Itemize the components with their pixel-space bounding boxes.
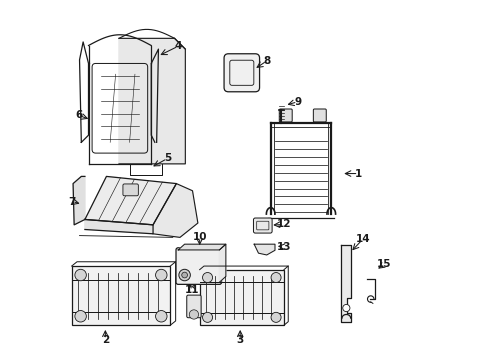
Polygon shape xyxy=(119,39,185,164)
Circle shape xyxy=(155,311,167,322)
Circle shape xyxy=(155,269,167,281)
FancyBboxPatch shape xyxy=(186,295,201,318)
FancyBboxPatch shape xyxy=(176,248,221,284)
Polygon shape xyxy=(85,176,176,225)
Text: 1: 1 xyxy=(354,168,362,179)
Circle shape xyxy=(189,310,198,319)
Circle shape xyxy=(202,312,212,322)
Text: 4: 4 xyxy=(174,41,182,51)
Text: 9: 9 xyxy=(293,97,301,107)
Text: 3: 3 xyxy=(236,335,244,345)
Text: 2: 2 xyxy=(102,334,109,345)
Text: 10: 10 xyxy=(192,232,206,242)
Text: 13: 13 xyxy=(276,242,290,252)
Text: 15: 15 xyxy=(376,259,391,269)
Circle shape xyxy=(202,273,212,283)
Text: 7: 7 xyxy=(68,197,76,207)
Polygon shape xyxy=(153,184,198,237)
Polygon shape xyxy=(219,244,225,282)
Circle shape xyxy=(342,305,349,312)
Polygon shape xyxy=(254,244,274,255)
Polygon shape xyxy=(341,244,351,321)
Circle shape xyxy=(270,312,281,322)
FancyBboxPatch shape xyxy=(313,109,325,122)
Text: 5: 5 xyxy=(163,153,171,163)
Text: 12: 12 xyxy=(276,220,290,229)
FancyBboxPatch shape xyxy=(279,109,292,122)
FancyBboxPatch shape xyxy=(122,184,138,196)
Text: 6: 6 xyxy=(75,111,82,121)
Text: 11: 11 xyxy=(185,285,199,296)
Polygon shape xyxy=(85,220,153,234)
Circle shape xyxy=(75,311,86,322)
Circle shape xyxy=(182,272,187,278)
FancyBboxPatch shape xyxy=(224,54,259,92)
Circle shape xyxy=(270,273,281,283)
Text: 8: 8 xyxy=(263,56,270,66)
Polygon shape xyxy=(73,176,85,225)
Circle shape xyxy=(75,269,86,281)
Text: 14: 14 xyxy=(355,234,369,244)
Polygon shape xyxy=(178,244,225,250)
FancyBboxPatch shape xyxy=(72,266,170,325)
FancyBboxPatch shape xyxy=(199,270,284,325)
Circle shape xyxy=(179,269,190,281)
FancyBboxPatch shape xyxy=(253,218,271,233)
